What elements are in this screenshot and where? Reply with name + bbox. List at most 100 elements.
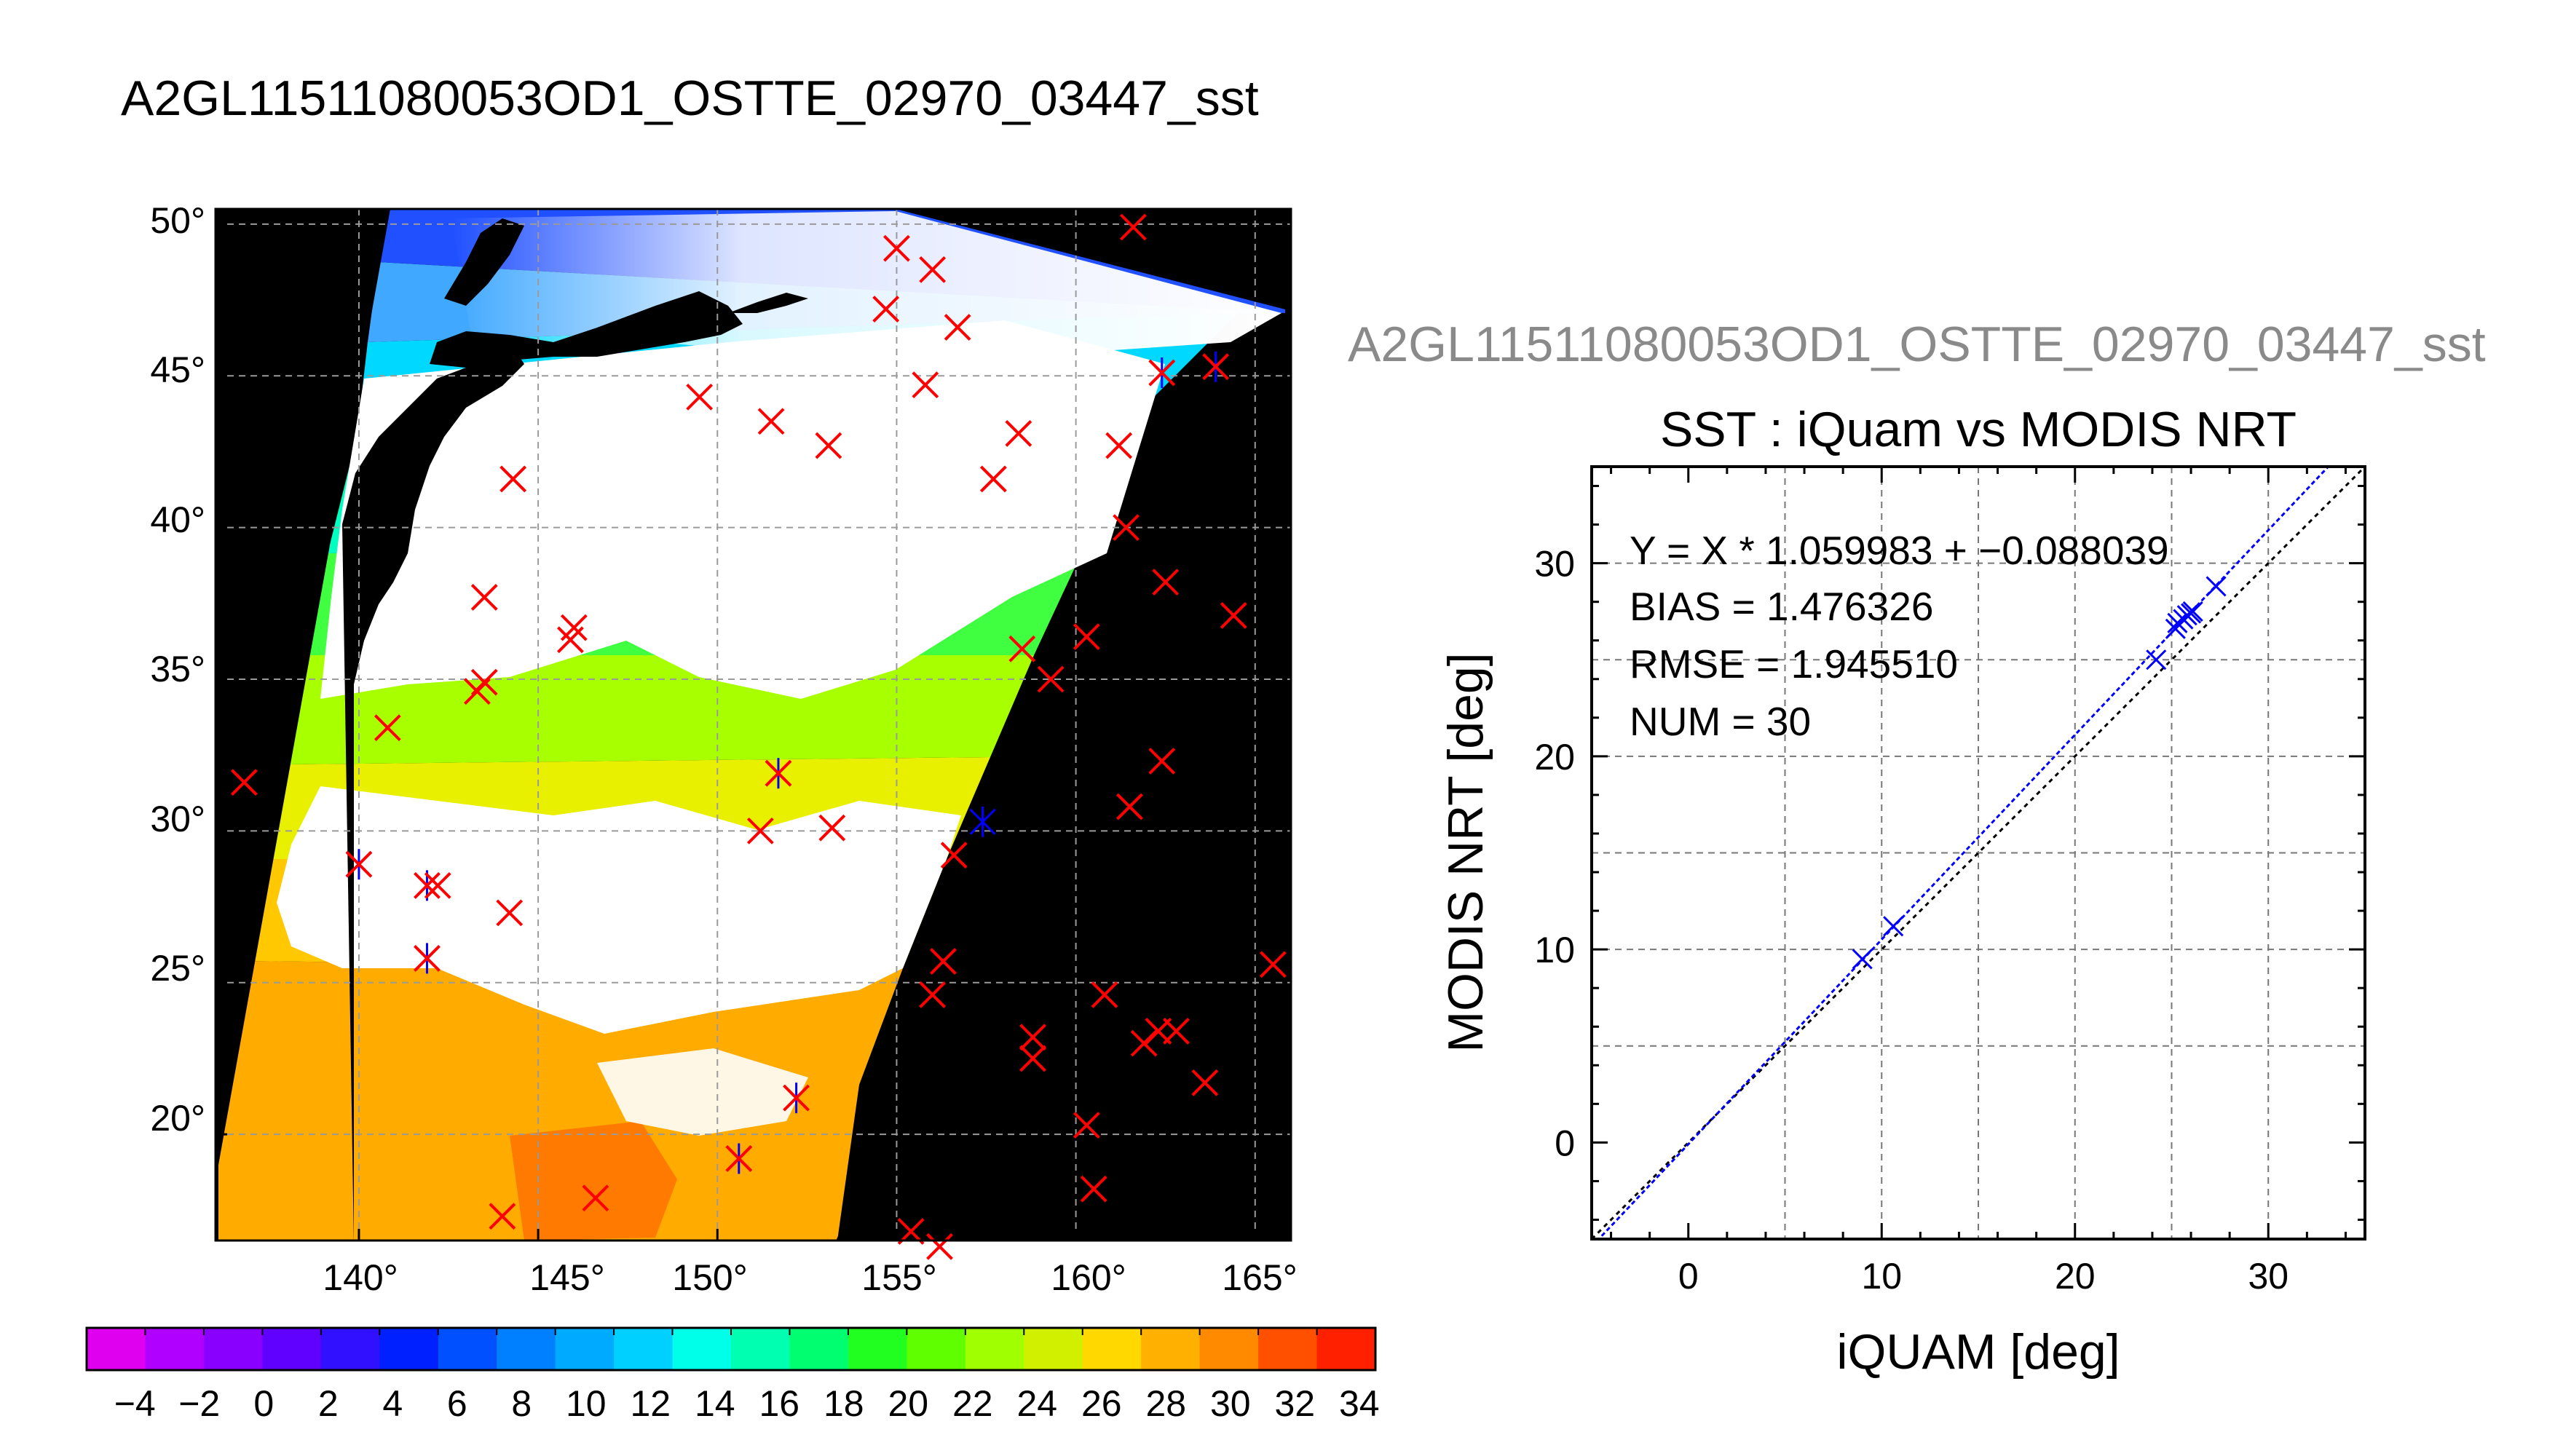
scatter-stats: Y = X * 1.059983 + −0.088039 BIAS = 1.47… <box>1630 528 2169 744</box>
colorbar-cell <box>1024 1328 1083 1370</box>
colorbar-tick-label: 28 <box>1145 1383 1186 1424</box>
cloud-cover <box>320 320 1165 699</box>
red-marker <box>496 899 524 927</box>
land-japan <box>342 342 524 1241</box>
matched-marker <box>345 849 373 880</box>
colorbar-cell <box>1141 1328 1201 1370</box>
scatter-point <box>2146 649 2167 670</box>
x-tick-label: 140° <box>323 1257 398 1298</box>
colorbar-tick-label: 8 <box>511 1383 532 1424</box>
red-marker <box>1163 1018 1190 1045</box>
main-title: A2GL11511080053OD1_OSTTE_02970_03447_sst <box>121 71 1259 126</box>
red-marker <box>374 714 401 742</box>
colorbar-tick-label: 20 <box>888 1383 928 1424</box>
swath-mask-left <box>216 209 390 1165</box>
red-marker <box>1005 419 1032 447</box>
colorbar-tick-label: 12 <box>630 1383 671 1424</box>
map-x-tick-labels: 140° 145° 150° 155° 160° 165° <box>323 1257 1297 1298</box>
colorbar-tick-label: 16 <box>759 1383 799 1424</box>
scatter-x-tick-label: 10 <box>1861 1256 1902 1297</box>
matched-marker <box>414 943 441 974</box>
num-value: NUM = 30 <box>1630 699 1811 744</box>
x-tick-label: 160° <box>1051 1257 1126 1298</box>
fit-line <box>1597 467 2330 1239</box>
land-sakhalin <box>444 218 524 306</box>
red-marker <box>1259 951 1287 978</box>
y-tick-label: 45° <box>150 349 205 390</box>
red-marker <box>582 1184 609 1212</box>
sst-swath <box>218 209 1285 1241</box>
scatter-points <box>1852 576 2227 970</box>
red-marker <box>230 769 258 796</box>
land-kuril-chain <box>728 293 808 313</box>
matched-marker <box>783 1083 810 1114</box>
colorbar-cell <box>262 1328 322 1370</box>
scatter-x-tick-label: 0 <box>1678 1256 1699 1297</box>
y-tick-label: 25° <box>150 948 205 989</box>
colorbar-tick-label: 18 <box>824 1383 864 1424</box>
map-ticks <box>216 223 1257 1241</box>
red-marker <box>424 871 451 899</box>
scatter-y-axis-label: MODIS NRT [deg] <box>1438 652 1493 1052</box>
red-marker <box>746 817 774 844</box>
red-marker <box>1080 1175 1107 1203</box>
red-marker <box>872 296 900 323</box>
red-marker <box>1152 569 1180 596</box>
map-y-tick-labels: 20° 25° 30° 35° 40° 45° 50° <box>150 200 205 1139</box>
map-grid <box>216 209 1291 1241</box>
colorbar-tick-label: 22 <box>952 1383 993 1424</box>
red-marker <box>1073 1112 1100 1139</box>
red-marker <box>1008 635 1036 662</box>
matched-marker <box>765 758 792 789</box>
bias-value: BIAS = 1.476326 <box>1630 584 1933 629</box>
rmse-value: RMSE = 1.945510 <box>1630 641 1958 687</box>
red-marker <box>1105 432 1133 459</box>
identity-line <box>1592 467 2365 1239</box>
colorbar-tick-label: 14 <box>695 1383 735 1424</box>
red-marker <box>930 948 957 975</box>
scatter-x-axis-label: iQUAM [deg] <box>1836 1324 2120 1380</box>
red-marker <box>1091 981 1118 1008</box>
y-tick-label: 30° <box>150 799 205 839</box>
red-marker <box>1130 1029 1158 1057</box>
colorbar-tick-label: 26 <box>1081 1383 1122 1424</box>
scatter-point <box>1883 916 1904 937</box>
scatter-point <box>2176 605 2197 626</box>
red-marker <box>926 1233 953 1260</box>
scatter-grid <box>1592 467 2365 1239</box>
red-marker <box>919 256 947 283</box>
land-hokkaido <box>430 291 743 368</box>
colorbar: −4 −2 0 2 4 6 8 10 12 14 16 18 20 22 24 26 28 30 32 34 <box>85 1326 1380 1424</box>
y-tick-label: 50° <box>150 200 205 241</box>
colorbar-cell <box>145 1328 205 1370</box>
red-marker <box>919 981 947 1008</box>
y-tick-label: 40° <box>150 499 205 540</box>
scatter-y-tick-label: 0 <box>1555 1123 1575 1163</box>
colorbar-cell <box>555 1328 615 1370</box>
scatter-x-tick-label: 30 <box>2248 1256 2289 1297</box>
colorbar-cell <box>1258 1328 1318 1370</box>
red-marker <box>1037 665 1065 693</box>
red-marker <box>1148 748 1176 775</box>
x-tick-label: 150° <box>672 1257 747 1298</box>
scatter-y-tick-label: 30 <box>1534 544 1575 585</box>
scatter-y-tick-labels: 0 10 20 30 <box>1534 544 1575 1164</box>
red-marker <box>1220 602 1247 629</box>
fit-equation: Y = X * 1.059983 + −0.088039 <box>1630 528 2169 573</box>
red-marker <box>560 614 588 641</box>
scatter-x-tick-label: 20 <box>2055 1256 2096 1297</box>
red-marker <box>1191 1069 1219 1096</box>
colorbar-cell <box>379 1328 439 1370</box>
red-marker <box>1019 1024 1046 1051</box>
x-tick-label: 155° <box>861 1257 936 1298</box>
scatter-chart-title: SST : iQuam vs MODIS NRT <box>1660 402 2297 457</box>
scatter-panel-title: A2GL11511080053OD1_OSTTE_02970_03447_sst <box>1348 317 2486 372</box>
matched-marker <box>1148 357 1176 389</box>
red-marker <box>940 842 968 869</box>
colorbar-cell <box>87 1328 146 1370</box>
scatter-frame <box>1590 465 2366 1241</box>
colorbar-tick-label: 0 <box>253 1383 274 1424</box>
colorbar-cell <box>907 1328 966 1370</box>
red-marker <box>489 1203 516 1230</box>
